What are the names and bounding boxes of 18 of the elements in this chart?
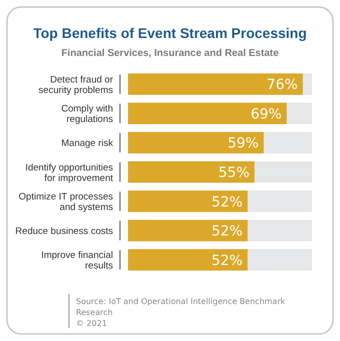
chart-title: Top Benefits of Event Stream Processing — [33, 25, 307, 41]
chart-subtitle: Financial Services, Insurance and Real Estate — [61, 48, 280, 59]
data-label: 55% — [218, 165, 250, 181]
data-label: 52% — [211, 252, 243, 269]
source-note: Source: IoT and Operational Intelligence Benchmark Research — [76, 297, 286, 317]
data-label: 69% — [250, 106, 282, 122]
data-label: 76% — [266, 77, 298, 94]
text: © 2021 — [76, 319, 107, 328]
y-tick-label: Optimize IT processes and systems — [18, 192, 114, 214]
y-tick-label: Comply with regulations — [61, 104, 114, 126]
y-tick-label: Identify opportunities for improvement — [25, 162, 114, 184]
data-label: 52% — [211, 224, 243, 240]
y-tick-label: Improve financial results — [41, 250, 114, 272]
data-label: 52% — [211, 194, 243, 210]
y-tick-label: Reduce business costs — [15, 226, 114, 238]
y-tick-label: Detect fraud or security problems — [38, 74, 114, 96]
data-label: 59% — [228, 136, 259, 152]
y-tick-label: Manage risk — [61, 138, 114, 150]
